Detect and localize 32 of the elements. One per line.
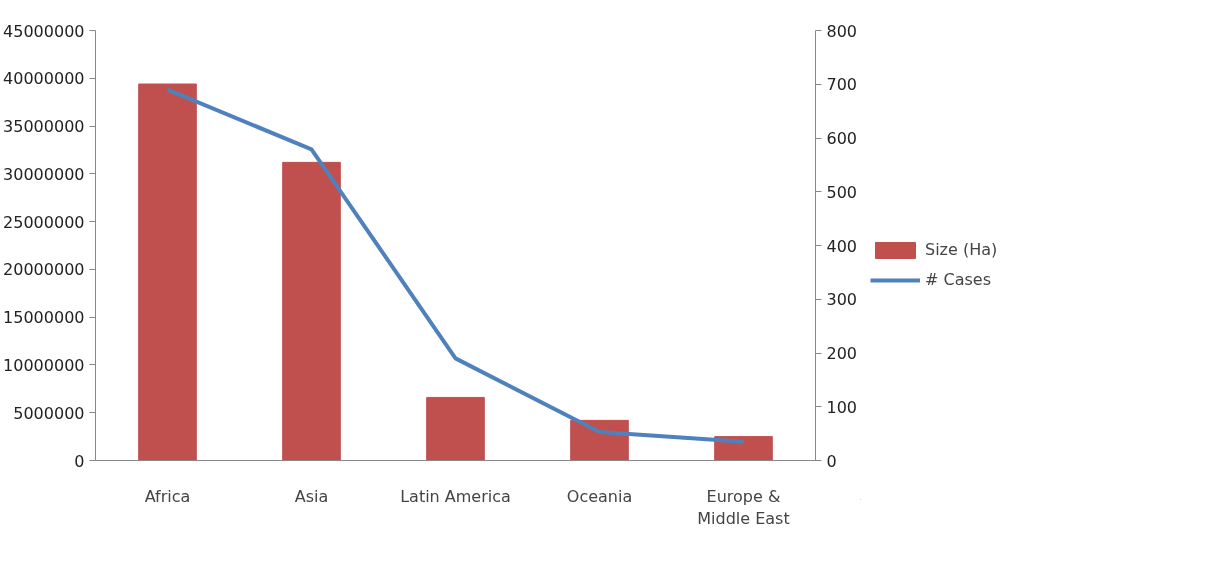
y2-tick-label: 100 xyxy=(826,397,858,417)
y-tick-label: 20000000 xyxy=(3,260,85,280)
y2-tick-label: 600 xyxy=(826,129,858,148)
x-tick-label: Africa xyxy=(144,486,191,506)
y-tick-label: 10000000 xyxy=(3,355,85,375)
y-tick-label: 40000000 xyxy=(3,69,85,89)
legend-label: Size (Ha) xyxy=(925,240,998,259)
y2-tick-label: 700 xyxy=(826,75,858,95)
bar xyxy=(570,419,629,461)
y-tick-label: 45000000 xyxy=(3,21,85,41)
y2-tick-label: 200 xyxy=(826,344,858,363)
y-tick-label: 0 xyxy=(74,451,85,471)
x-tick-label: Europe & Middle East xyxy=(697,486,790,529)
legend-label: # Cases xyxy=(925,270,991,289)
y-tick-label: 35000000 xyxy=(3,117,85,137)
bar xyxy=(138,83,197,461)
y-tick-label: 25000000 xyxy=(3,212,85,232)
y-tick-label: 5000000 xyxy=(13,403,85,423)
line-series xyxy=(165,87,746,444)
bar xyxy=(426,396,485,461)
x-tick-label: Asia xyxy=(294,486,329,506)
y2-tick-label: 800 xyxy=(826,21,858,41)
x-tick-label: Oceania xyxy=(566,486,633,506)
x-tick-label: Latin America xyxy=(400,486,511,506)
y2-tick-label: 500 xyxy=(826,182,858,202)
y2-tick-label: 0 xyxy=(826,451,837,471)
bar xyxy=(282,161,341,461)
y2-tick-label: 400 xyxy=(826,236,858,256)
y-tick-label: 30000000 xyxy=(3,164,85,184)
y-tick-label: 15000000 xyxy=(3,308,85,328)
y2-tick-label: 300 xyxy=(826,290,858,310)
bar xyxy=(714,436,773,461)
